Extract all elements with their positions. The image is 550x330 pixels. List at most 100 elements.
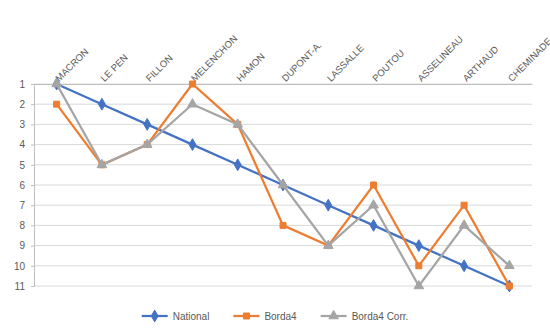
x-tick-label: ARTHAUD — [460, 43, 500, 83]
legend-marker — [243, 313, 249, 319]
x-tick-label: LE PEN — [98, 52, 130, 84]
grid-line — [34, 205, 532, 206]
marker — [233, 119, 243, 127]
x-tick-label: DUPONT-A. — [279, 39, 323, 83]
marker — [188, 99, 198, 107]
y-tick: 1 — [19, 79, 34, 90]
legend-marker — [151, 310, 158, 322]
marker — [369, 200, 379, 208]
y-tick-mark — [31, 104, 34, 105]
x-axis-line — [35, 84, 533, 85]
y-tick: 6 — [19, 180, 34, 191]
legend-label: National — [173, 311, 210, 322]
grid — [34, 84, 532, 286]
marker — [97, 159, 107, 167]
marker — [416, 263, 422, 269]
marker — [54, 101, 60, 107]
marker — [99, 98, 106, 110]
x-axis: MACRONLE PEN FILLON MELENCHONHAMON DUPONT-A… — [35, 33, 550, 85]
y-tick: 10 — [14, 261, 34, 272]
marker — [370, 220, 377, 232]
marker — [280, 222, 286, 228]
marker — [189, 139, 196, 151]
x-tick-label: HAMON — [234, 51, 267, 84]
y-tick: 2 — [19, 99, 34, 110]
y-tick-mark — [31, 266, 34, 267]
marker — [414, 280, 424, 288]
y-tick-label: 11 — [15, 281, 26, 292]
y-tick-mark — [31, 124, 34, 125]
x-tick: HAMON — [234, 51, 267, 84]
x-tick: ARTHAUD — [460, 43, 500, 83]
y-tick-label: 10 — [14, 261, 26, 272]
x-tick-label: MACRON — [53, 46, 91, 84]
marker — [52, 78, 62, 86]
y-axis-line — [31, 85, 35, 287]
legend-label: Borda4 — [264, 311, 297, 322]
y-tick-label: 9 — [19, 240, 25, 251]
grid-line — [34, 286, 532, 287]
x-tick: DUPONT-A. — [279, 39, 323, 83]
x-tick: MELENCHON — [189, 33, 240, 84]
y-tick-mark — [31, 225, 34, 226]
y-tick-mark — [31, 84, 34, 85]
legend-label: Borda4 Corr. — [352, 311, 409, 322]
marker — [189, 81, 195, 87]
grid-line — [34, 265, 532, 266]
marker — [371, 182, 377, 188]
x-tick-label: MELENCHON — [189, 33, 240, 84]
x-tick: LASSALLE — [325, 42, 366, 83]
y-tick-mark — [31, 145, 34, 146]
y-tick-label: 8 — [19, 220, 25, 231]
chart: 1 2 3 4 5 6 7 8 9 10 11 MACRONLE PEN FILLON MELENCHON… — [0, 0, 550, 330]
grid-line — [34, 104, 532, 105]
y-tick-mark — [31, 286, 34, 287]
legend-item: Borda4 Corr. — [321, 310, 409, 321]
series-line — [57, 84, 510, 286]
marker — [234, 159, 241, 171]
x-tick: ASSELINEAU — [415, 33, 465, 83]
x-tick-label: LASSALLE — [325, 42, 366, 83]
grid-line — [34, 124, 532, 125]
y-tick: 5 — [19, 160, 34, 171]
y-tick-label: 3 — [19, 119, 25, 130]
grid-line — [34, 164, 532, 165]
x-tick: LE PEN — [98, 52, 130, 84]
grid-line — [34, 245, 532, 246]
marker — [459, 220, 469, 228]
grid-line — [34, 144, 532, 145]
y-tick-label: 4 — [19, 139, 25, 150]
marker — [461, 260, 468, 272]
y-tick-label: 6 — [19, 180, 25, 191]
y-tick-mark — [31, 205, 34, 206]
y-tick: 9 — [19, 240, 34, 251]
x-tick-label: FILLON — [143, 52, 174, 83]
x-tick: CHEMINADE — [506, 35, 550, 83]
marker — [415, 240, 422, 252]
y-tick: 8 — [19, 220, 34, 231]
y-tick: 4 — [19, 139, 34, 150]
x-tick-label: CHEMINADE — [506, 35, 550, 83]
series-line — [57, 84, 510, 286]
y-tick-mark — [31, 185, 34, 186]
grid-line — [34, 84, 532, 85]
y-tick-label: 2 — [19, 99, 25, 110]
legend: National Borda4 Borda4 Corr. — [142, 310, 409, 322]
marker — [325, 199, 332, 211]
x-tick: POUTOU — [370, 47, 406, 83]
y-tick-label: 5 — [19, 160, 25, 171]
marker — [461, 202, 467, 208]
y-tick-label: 7 — [19, 200, 25, 211]
x-tick-label: POUTOU — [370, 47, 406, 83]
y-tick: 7 — [19, 200, 34, 211]
marker — [142, 139, 152, 147]
y-tick-label: 1 — [19, 79, 25, 90]
marker — [144, 119, 151, 131]
x-tick: MACRON — [53, 46, 91, 84]
legend-item: National — [142, 310, 210, 322]
series-line — [57, 84, 510, 286]
x-tick: FILLON — [143, 52, 174, 83]
y-tick-mark — [31, 165, 34, 166]
legend-marker — [329, 310, 339, 318]
y-axis: 1 2 3 4 5 6 7 8 9 10 11 — [14, 79, 35, 292]
